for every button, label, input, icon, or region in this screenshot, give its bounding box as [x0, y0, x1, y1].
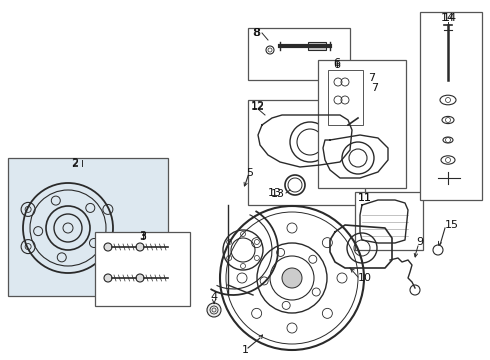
Text: 4: 4	[210, 292, 218, 302]
Text: 11: 11	[358, 193, 372, 203]
Circle shape	[282, 268, 302, 288]
Bar	[420, 12, 482, 200]
Text: 9: 9	[416, 237, 423, 247]
Bar	[95, 232, 190, 306]
Bar	[248, 100, 365, 205]
Text: 8: 8	[252, 28, 260, 38]
Bar	[308, 42, 326, 50]
Circle shape	[207, 303, 221, 317]
Text: 7: 7	[368, 73, 375, 83]
Circle shape	[136, 243, 144, 251]
Text: 8: 8	[253, 28, 261, 38]
Circle shape	[104, 243, 112, 251]
Text: 6: 6	[334, 58, 341, 68]
Text: 13: 13	[268, 188, 282, 198]
Text: 6: 6	[334, 60, 341, 70]
Text: 2: 2	[72, 158, 78, 168]
Bar	[318, 60, 406, 188]
Text: 3: 3	[140, 232, 147, 242]
Text: 13: 13	[271, 189, 285, 199]
Bar	[248, 28, 350, 80]
Text: 3: 3	[140, 231, 147, 241]
Text: 14: 14	[443, 13, 457, 23]
Text: 15: 15	[445, 220, 459, 230]
Circle shape	[104, 274, 112, 282]
Text: 11: 11	[358, 193, 372, 203]
Bar	[328, 70, 363, 125]
Text: 12: 12	[251, 101, 265, 111]
Text: 12: 12	[251, 102, 265, 112]
Text: 2: 2	[72, 159, 78, 169]
Text: 1: 1	[242, 345, 248, 355]
Text: 14: 14	[441, 13, 455, 23]
Text: 10: 10	[358, 273, 372, 283]
Text: 5: 5	[246, 168, 253, 178]
Circle shape	[136, 274, 144, 282]
Bar	[8, 158, 168, 296]
Text: 7: 7	[371, 83, 379, 93]
Bar	[355, 192, 423, 250]
